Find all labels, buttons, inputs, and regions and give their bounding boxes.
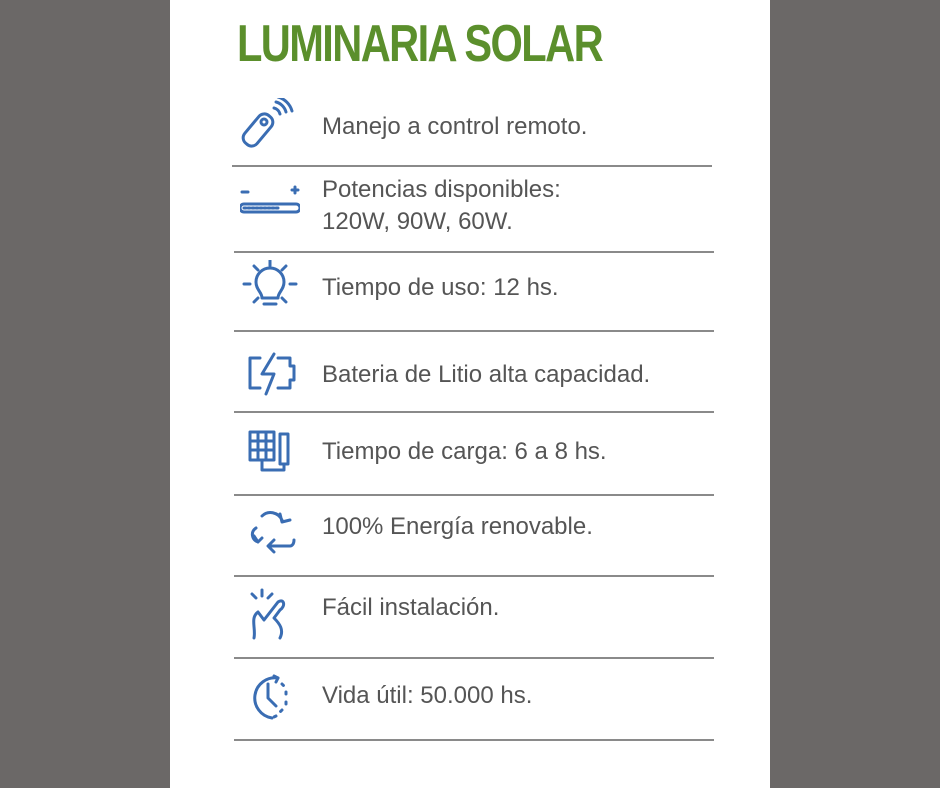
divider [234,739,714,741]
feature-text: Bateria de Litio alta capacidad. [322,361,651,388]
light-bulb-icon [240,258,300,312]
clock-icon [240,672,300,724]
divider [234,494,714,496]
feature-text: Potencias disponibles: [322,176,561,203]
battery-charge-icon [240,350,300,402]
feature-text: 120W, 90W, 60W. [322,208,513,235]
feature-text: Tiempo de carga: 6 a 8 hs. [322,438,607,465]
divider [234,657,714,659]
remote-control-icon [240,95,300,150]
feature-text: Fácil instalación. [322,594,500,621]
page-title: LUMINARIA SOLAR [237,15,604,73]
spec-panel [170,0,770,788]
feature-text: Vida útil: 50.000 hs. [322,682,533,709]
feature-text: 100% Energía renovable. [322,513,593,540]
divider [234,575,714,577]
divider [232,165,712,167]
divider [234,330,714,332]
hand-click-icon [240,588,300,640]
power-level-icon [238,180,302,232]
feature-text: Tiempo de uso: 12 hs. [322,274,559,301]
solar-panel-battery-icon [240,428,300,480]
divider [234,251,714,253]
feature-text: Manejo a control remoto. [322,113,588,140]
divider [234,411,714,413]
recycle-icon [240,506,300,558]
